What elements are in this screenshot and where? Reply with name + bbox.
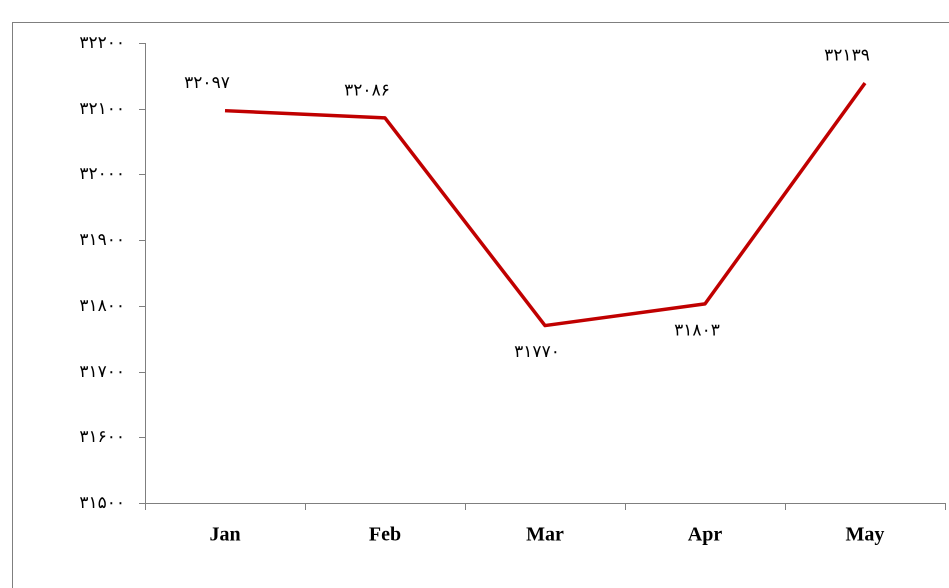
x-tick-label: Jan xyxy=(209,524,240,546)
data-label: ۳۲۰۹۷ xyxy=(184,73,230,93)
y-tick-label: ۳۱۷۰۰ xyxy=(79,362,125,382)
chart-frame xyxy=(12,22,949,588)
top-strip xyxy=(0,0,949,8)
y-tick-label: ۳۱۹۰۰ xyxy=(79,230,125,250)
data-label: ۳۲۱۳۹ xyxy=(824,46,870,66)
x-tick-label: Apr xyxy=(688,524,723,546)
data-label: ۳۲۰۸۶ xyxy=(344,80,390,100)
data-label: ۳۱۷۷۰ xyxy=(514,342,560,362)
y-tick-label: ۳۱۸۰۰ xyxy=(79,296,125,316)
y-tick-label: ۳۲۲۰۰ xyxy=(79,33,125,53)
data-label: ۳۱۸۰۳ xyxy=(674,320,720,340)
y-tick-label: ۳۱۵۰۰ xyxy=(79,493,125,513)
y-tick-label: ۳۲۰۰۰ xyxy=(79,164,125,184)
y-tick-label: ۳۱۶۰۰ xyxy=(79,427,125,447)
x-tick-label: Mar xyxy=(526,524,564,546)
x-tick-label: May xyxy=(846,524,885,546)
y-tick-label: ۳۲۱۰۰ xyxy=(79,99,125,119)
line xyxy=(224,82,867,328)
x-tick-label: Feb xyxy=(369,524,401,546)
